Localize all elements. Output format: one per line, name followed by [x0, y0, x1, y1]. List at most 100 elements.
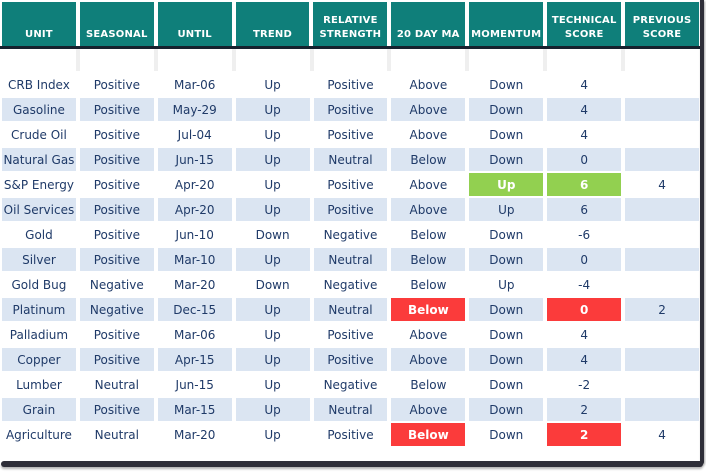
- screenshot-right-border: [700, 0, 704, 465]
- cell-until: Mar-20: [157, 423, 232, 446]
- column-header-ma20: 20 DAY MA: [391, 2, 466, 46]
- cell-momentum: Up: [469, 198, 544, 221]
- cell-trend: Down: [235, 273, 310, 296]
- cell-trend: Up: [235, 398, 310, 421]
- cell-ma20: Above: [391, 198, 466, 221]
- cell-until: Apr-20: [157, 173, 232, 196]
- cell-prev: [625, 198, 699, 221]
- cell-prev: 4: [625, 173, 699, 196]
- spacer-cell: [235, 49, 310, 71]
- cell-ma20: Above: [391, 398, 466, 421]
- cell-rs: Positive: [313, 123, 388, 146]
- cell-seasonal: Neutral: [79, 373, 154, 396]
- cell-ma20: Below: [391, 248, 466, 271]
- cell-ma20: Above: [391, 323, 466, 346]
- cell-rs: Positive: [313, 173, 388, 196]
- cell-trend: Up: [235, 148, 310, 171]
- cell-unit: Gold: [2, 223, 76, 246]
- cell-rs: Neutral: [313, 248, 388, 271]
- cell-seasonal: Negative: [79, 273, 154, 296]
- cell-prev: [625, 123, 699, 146]
- column-header-trend: TREND: [235, 2, 310, 46]
- cell-ma20: Above: [391, 173, 466, 196]
- cell-momentum: Down: [469, 298, 544, 321]
- cell-trend: Up: [235, 198, 310, 221]
- cell-score: -4: [547, 273, 622, 296]
- cell-prev: [625, 398, 699, 421]
- cell-until: Dec-15: [157, 298, 232, 321]
- cell-score: -2: [547, 373, 622, 396]
- cell-unit: Grain: [2, 398, 76, 421]
- cell-seasonal: Positive: [79, 248, 154, 271]
- cell-ma20: Below: [391, 273, 466, 296]
- table-content: UNIT SEASONAL UNTIL TREND RELATIVE STRENGTH 2…: [0, 2, 704, 446]
- cell-score: 4: [547, 98, 622, 121]
- cell-rs: Positive: [313, 198, 388, 221]
- cell-ma20: Above: [391, 123, 466, 146]
- screenshot-bottom-border: [1, 461, 703, 467]
- cell-trend: Up: [235, 98, 310, 121]
- spacer-cell: [2, 49, 76, 71]
- cell-rs: Neutral: [313, 398, 388, 421]
- cell-momentum: Down: [469, 348, 544, 371]
- cell-ma20: Below: [391, 148, 466, 171]
- cell-seasonal: Neutral: [79, 423, 154, 446]
- column-header-seasonal: SEASONAL: [79, 2, 154, 46]
- header-divider: [0, 46, 704, 49]
- cell-score: 4: [547, 348, 622, 371]
- cell-rs: Neutral: [313, 298, 388, 321]
- cell-until: Jun-10: [157, 223, 232, 246]
- cell-until: Mar-06: [157, 73, 232, 96]
- cell-seasonal: Negative: [79, 298, 154, 321]
- cell-momentum: Down: [469, 248, 544, 271]
- cell-trend: Down: [235, 223, 310, 246]
- cell-score: -6: [547, 223, 622, 246]
- cell-trend: Up: [235, 123, 310, 146]
- cell-ma20: Below: [391, 298, 466, 321]
- spacer-cell: [547, 49, 622, 71]
- cell-prev: [625, 273, 699, 296]
- cell-until: Mar-06: [157, 323, 232, 346]
- cell-momentum: Down: [469, 223, 544, 246]
- cell-trend: Up: [235, 73, 310, 96]
- cell-momentum: Up: [469, 173, 544, 196]
- cell-ma20: Above: [391, 73, 466, 96]
- cell-until: Mar-20: [157, 273, 232, 296]
- cell-rs: Positive: [313, 348, 388, 371]
- spacer-row: [2, 49, 699, 71]
- cell-unit: Oil Services: [2, 198, 76, 221]
- cell-unit: Agriculture: [2, 423, 76, 446]
- cell-momentum: Up: [469, 273, 544, 296]
- cell-rs: Positive: [313, 98, 388, 121]
- cell-trend: Up: [235, 373, 310, 396]
- column-header-rs: RELATIVE STRENGTH: [313, 2, 388, 46]
- cell-trend: Up: [235, 173, 310, 196]
- cell-prev: [625, 98, 699, 121]
- cell-momentum: Down: [469, 423, 544, 446]
- cell-until: Apr-20: [157, 198, 232, 221]
- cell-prev: 4: [625, 423, 699, 446]
- cell-unit: S&P Energy: [2, 173, 76, 196]
- column-header-score: TECHNICAL SCORE: [547, 2, 622, 46]
- cell-rs: Positive: [313, 323, 388, 346]
- cell-unit: Crude Oil: [2, 123, 76, 146]
- cell-momentum: Down: [469, 373, 544, 396]
- column-header-prev: PREVIOUS SCORE: [625, 2, 699, 46]
- cell-unit: Silver: [2, 248, 76, 271]
- cell-score: 4: [547, 323, 622, 346]
- cell-rs: Negative: [313, 273, 388, 296]
- cell-rs: Positive: [313, 73, 388, 96]
- cell-prev: [625, 373, 699, 396]
- cell-score: 4: [547, 73, 622, 96]
- cell-until: Jul-04: [157, 123, 232, 146]
- spacer-cell: [157, 49, 232, 71]
- cell-prev: [625, 223, 699, 246]
- cell-trend: Up: [235, 423, 310, 446]
- cell-prev: [625, 348, 699, 371]
- cell-score: 4: [547, 123, 622, 146]
- cell-ma20: Above: [391, 98, 466, 121]
- cell-unit: CRB Index: [2, 73, 76, 96]
- cell-unit: Palladium: [2, 323, 76, 346]
- cell-ma20: Below: [391, 223, 466, 246]
